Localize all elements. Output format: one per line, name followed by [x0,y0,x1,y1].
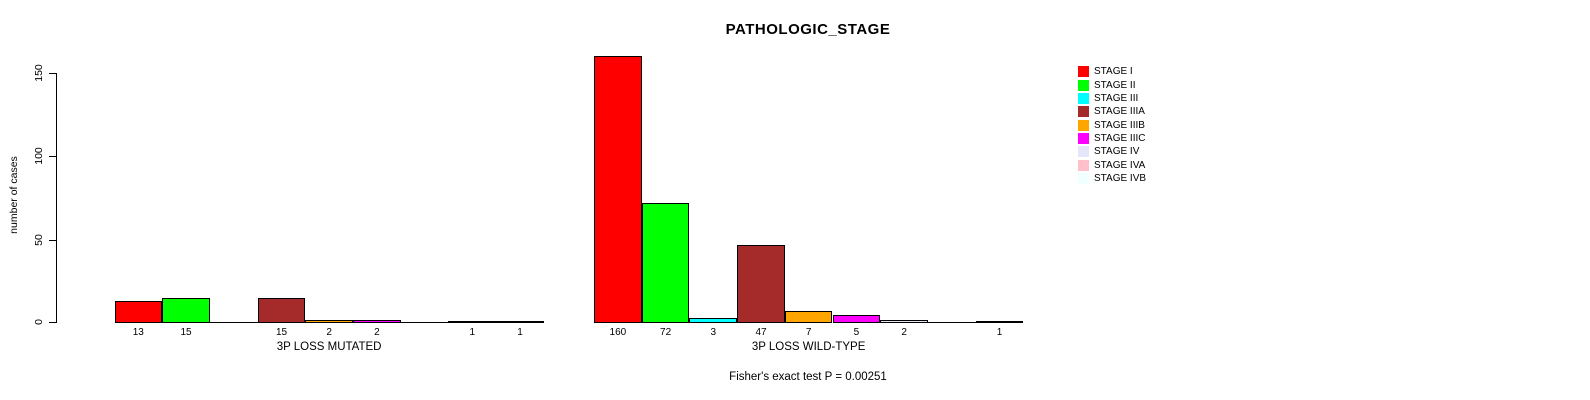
zero-bar-line [400,322,449,323]
bar [353,320,401,323]
legend-row: STAGE II [1078,78,1146,91]
y-axis-tick-label: 100 [33,147,45,165]
fisher-test-note: Fisher's exact test P = 0.00251 [729,371,887,383]
legend-swatch [1078,172,1089,184]
y-axis-title: number of cases [8,156,20,234]
legend-swatch [1078,132,1089,144]
legend-swatch [1078,92,1089,104]
legend-row: STAGE IVA [1078,158,1146,171]
bar [257,298,306,323]
bar [689,318,738,323]
bar [784,311,833,323]
legend-label: STAGE IV [1094,146,1140,158]
zero-bar-line [209,322,258,323]
bar-value-label: 47 [755,327,767,338]
bar-value-label: 1 [996,327,1003,338]
y-axis-line [56,73,57,323]
bar [114,301,163,323]
y-axis-tick [49,322,57,323]
legend-row: STAGE IIIB [1078,118,1146,131]
chart-title: PATHOLOGIC_STAGE [725,21,891,38]
bar-value-label: 2 [901,327,907,338]
legend-row: STAGE III [1078,92,1146,105]
legend-label: STAGE IIIB [1094,119,1145,131]
group-label: 3P LOSS WILD-TYPE [751,341,866,353]
bar-value-label: 72 [660,327,672,338]
y-axis-tick-label: 150 [33,64,45,82]
legend-swatch [1078,146,1089,158]
bar-value-label: 7 [805,327,812,338]
zero-bar-line [927,322,976,323]
legend-swatch [1078,159,1089,171]
y-axis-tick [49,240,57,241]
legend-label: STAGE IVB [1094,172,1147,184]
bar [496,321,544,323]
bar-value-label: 2 [326,327,332,338]
group-label: 3P LOSS MUTATED [276,341,382,353]
y-axis-tick [49,156,57,157]
y-axis-tick [49,73,57,74]
legend-label: STAGE IVA [1094,159,1146,171]
bar-value-label: 13 [132,327,144,338]
legend-label: STAGE I [1094,66,1133,78]
bar-value-label: 15 [275,327,288,338]
bar-value-label: 1 [469,327,476,338]
bar [594,56,642,323]
legend-swatch [1078,106,1089,118]
bar [737,245,785,323]
legend-label: STAGE IIIC [1094,132,1146,144]
legend-row: STAGE IVB [1078,172,1146,185]
legend-label: STAGE IIIA [1094,106,1145,118]
bar-value-label: 3 [710,327,717,338]
bar [448,321,497,323]
bar [880,320,928,323]
legend-row: STAGE IV [1078,145,1146,158]
bar [832,315,881,323]
bar-value-label: 1 [517,327,523,338]
legend-row: STAGE IIIC [1078,132,1146,145]
bar [641,203,690,323]
legend-label: STAGE II [1094,79,1136,91]
bar-value-label: 5 [853,327,860,338]
legend-row: STAGE IIIA [1078,105,1146,118]
y-axis-tick-label: 0 [33,319,45,325]
bar-value-label: 2 [374,327,380,338]
legend-swatch [1078,119,1089,131]
legend: STAGE I STAGE II STAGE III STAGE IIIA STAGE … [1078,65,1146,185]
bar [975,321,1024,323]
bar-value-label: 160 [609,327,627,338]
legend-row: STAGE I [1078,65,1146,78]
bar [162,298,210,323]
bar-value-label: 15 [180,327,192,338]
legend-swatch [1078,79,1089,91]
legend-swatch [1078,66,1089,78]
legend-label: STAGE III [1094,92,1139,104]
bar [305,320,353,323]
y-axis-tick-label: 50 [33,234,45,246]
